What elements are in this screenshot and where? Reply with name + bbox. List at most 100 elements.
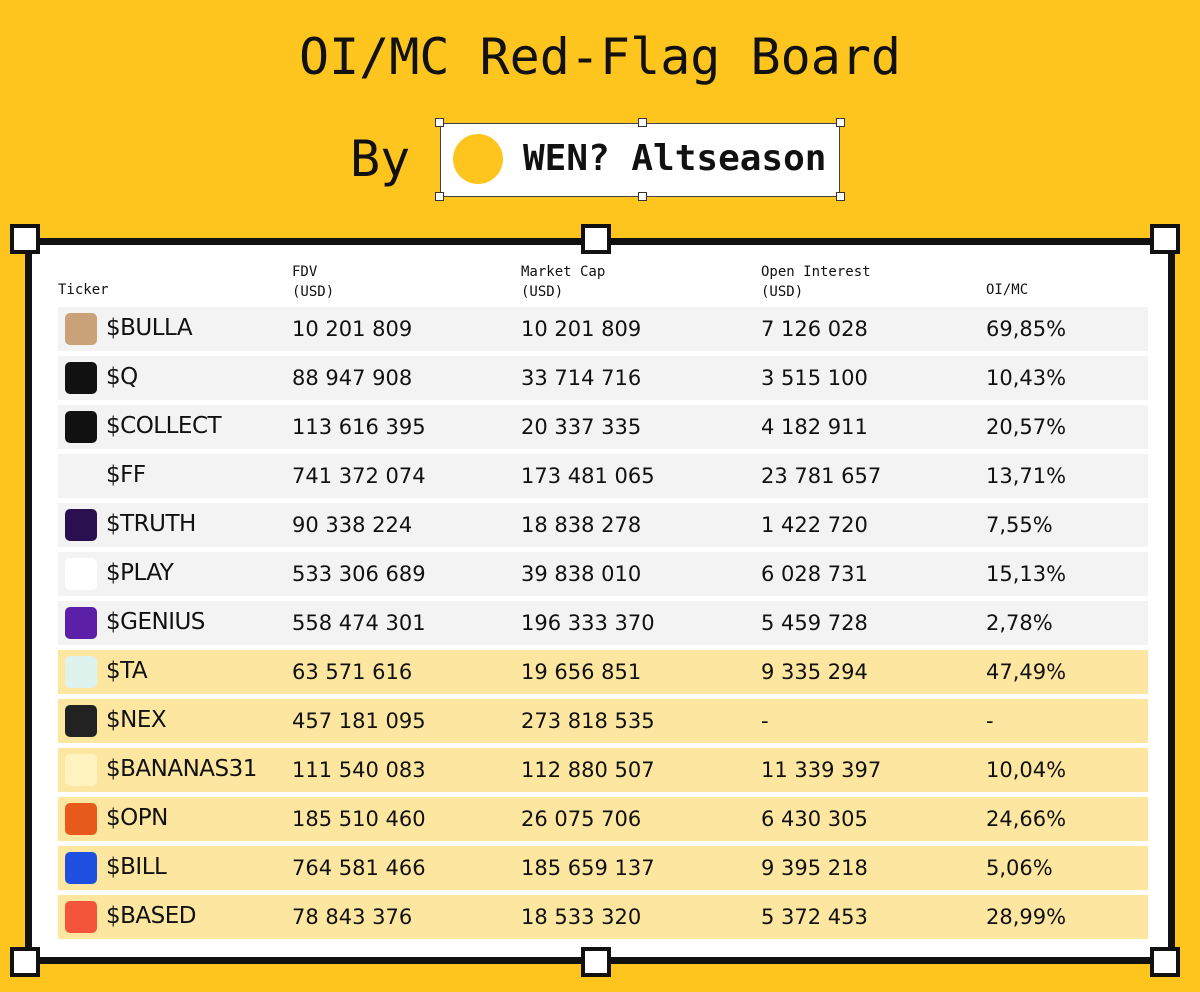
handle: [435, 192, 444, 201]
header-line: Open Interest: [761, 264, 871, 280]
cell-value: 78 843 376: [292, 905, 413, 929]
column-header: FDV (USD): [292, 262, 334, 302]
table-row: $TA 63 571 616 19 656 851 9 335 294 47,49%: [58, 650, 1148, 694]
token-icon: [65, 558, 97, 590]
cell-value: 741 372 074: [292, 464, 426, 488]
ticker: $PLAY: [106, 560, 174, 586]
cell-value: 558 474 301: [292, 611, 426, 635]
cell-value: 88 947 908: [292, 366, 413, 390]
cell-value: 10,04%: [986, 758, 1067, 782]
cell-value: 5 372 453: [761, 905, 868, 929]
cell-value: 764 581 466: [292, 856, 426, 880]
handle: [1150, 224, 1180, 254]
cell-value: 5 459 728: [761, 611, 868, 635]
table-row: $TRUTH 90 338 224 18 838 278 1 422 720 7,55%: [58, 503, 1148, 547]
cell-value: 20,57%: [986, 415, 1067, 439]
token-icon: [65, 852, 97, 884]
cell-value: 26 075 706: [521, 807, 642, 831]
token-icon: [65, 705, 97, 737]
cell-value: 63 571 616: [292, 660, 413, 684]
cell-value: 533 306 689: [292, 562, 426, 586]
cell-value: 111 540 083: [292, 758, 426, 782]
handle: [638, 192, 647, 201]
column-header: OI/MC: [986, 280, 1028, 300]
handle: [10, 224, 40, 254]
cell-value: 185 659 137: [521, 856, 655, 880]
token-icon: [65, 460, 97, 492]
cell-value: 113 616 395: [292, 415, 426, 439]
header-line: (USD): [521, 284, 564, 300]
cell-value: 7,55%: [986, 513, 1053, 537]
column-header: Market Cap (USD): [521, 262, 605, 302]
cell-value: 10 201 809: [292, 317, 413, 341]
header-line: Market Cap: [521, 264, 606, 280]
cell-value: 185 510 460: [292, 807, 426, 831]
cell-value: 20 337 335: [521, 415, 642, 439]
title: OI/MC Red-Flag Board: [298, 28, 902, 86]
table-row: $COLLECT 113 616 395 20 337 335 4 182 911 20…: [58, 405, 1148, 449]
header-line: FDV: [292, 264, 318, 280]
cell-value: 11 339 397: [761, 758, 882, 782]
brand-logo: [453, 134, 503, 184]
token-icon: [65, 607, 97, 639]
handle: [581, 947, 611, 977]
brand-name: WEN? Altseason: [523, 138, 827, 179]
ticker: $TRUTH: [106, 511, 196, 537]
header-line: (USD): [292, 284, 335, 300]
cell-value: 33 714 716: [521, 366, 642, 390]
cell-value: 196 333 370: [521, 611, 655, 635]
cell-value: 19 656 851: [521, 660, 642, 684]
ticker: $Q: [106, 364, 138, 390]
cell-value: 28,99%: [986, 905, 1067, 929]
table-row: $GENIUS 558 474 301 196 333 370 5 459 728 2,…: [58, 601, 1148, 645]
header-line: OI/MC: [986, 282, 1029, 298]
cell-value: 18 838 278: [521, 513, 642, 537]
cell-value: 4 182 911: [761, 415, 868, 439]
ticker: $TA: [106, 658, 148, 684]
table-row: $PLAY 533 306 689 39 838 010 6 028 731 15,13…: [58, 552, 1148, 596]
token-icon: [65, 509, 97, 541]
cell-value: 5,06%: [986, 856, 1053, 880]
cell-value: 9 395 218: [761, 856, 868, 880]
cell-value: 9 335 294: [761, 660, 868, 684]
by-label: By: [350, 130, 411, 188]
cell-value: 23 781 657: [761, 464, 882, 488]
cell-value: 1 422 720: [761, 513, 868, 537]
cell-value: 2,78%: [986, 611, 1053, 635]
cell-value: 10 201 809: [521, 317, 642, 341]
cell-value: 15,13%: [986, 562, 1067, 586]
column-header: Ticker: [58, 280, 109, 300]
ticker: $NEX: [106, 707, 167, 733]
handle: [581, 224, 611, 254]
table-row: $OPN 185 510 460 26 075 706 6 430 305 24,66%: [58, 797, 1148, 841]
brand-box: WEN? Altseason: [440, 123, 840, 197]
cell-value: 90 338 224: [292, 513, 413, 537]
ticker: $OPN: [106, 805, 168, 831]
cell-value: 69,85%: [986, 317, 1067, 341]
handle: [1150, 947, 1180, 977]
handle: [836, 192, 845, 201]
token-icon: [65, 313, 97, 345]
cell-value: 457 181 095: [292, 709, 426, 733]
handle: [836, 118, 845, 127]
ticker: $COLLECT: [106, 413, 222, 439]
ticker: $FF: [106, 462, 146, 488]
header-line: Ticker: [58, 282, 109, 298]
ticker: $BANANAS31: [106, 756, 257, 782]
cell-value: -: [761, 709, 769, 733]
token-icon: [65, 803, 97, 835]
cell-value: 3 515 100: [761, 366, 868, 390]
table-row: $BASED 78 843 376 18 533 320 5 372 453 28,99…: [58, 895, 1148, 939]
cell-value: 47,49%: [986, 660, 1067, 684]
ticker: $BULLA: [106, 315, 193, 341]
table-row: $NEX 457 181 095 273 818 535 - -: [58, 699, 1148, 743]
token-icon: [65, 411, 97, 443]
cell-value: 6 028 731: [761, 562, 868, 586]
cell-value: 13,71%: [986, 464, 1067, 488]
handle: [10, 947, 40, 977]
table-row: $BILL 764 581 466 185 659 137 9 395 218 5,06…: [58, 846, 1148, 890]
cell-value: 10,43%: [986, 366, 1067, 390]
cell-value: 273 818 535: [521, 709, 655, 733]
cell-value: 18 533 320: [521, 905, 642, 929]
